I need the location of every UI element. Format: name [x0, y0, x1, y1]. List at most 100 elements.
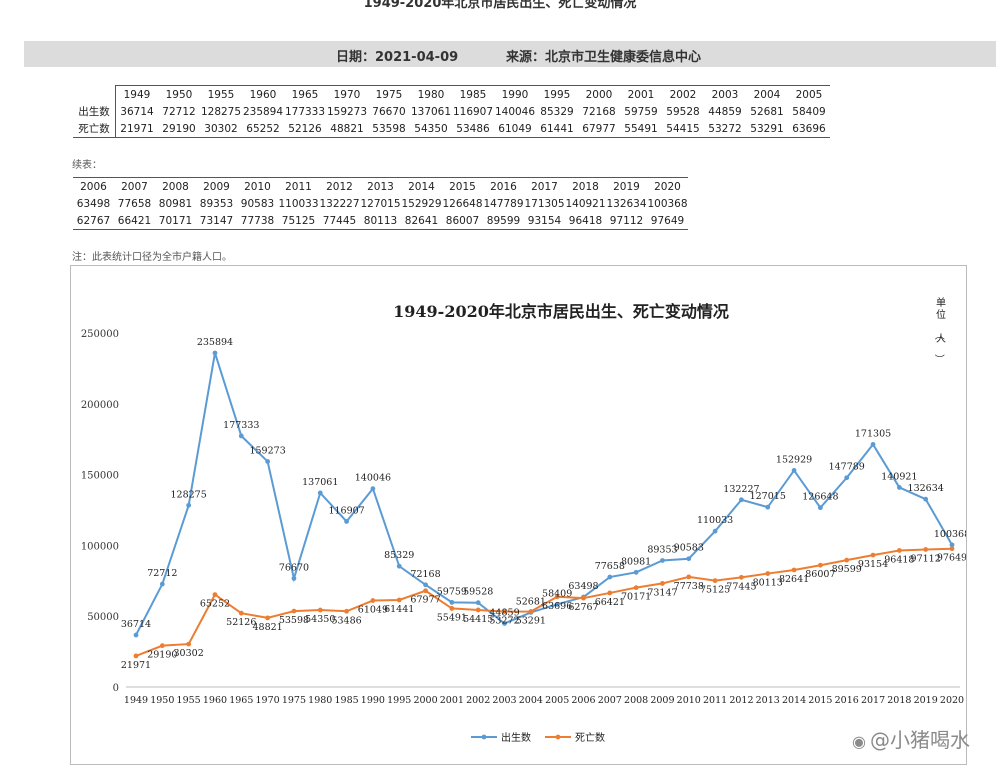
births-cell: 177333: [284, 105, 326, 118]
year-header: 2017: [524, 177, 565, 195]
data-source: 来源：北京市卫生健康委信息中心: [506, 50, 702, 65]
row-label: 出生数: [73, 103, 116, 120]
births-point: [607, 574, 613, 580]
deaths-cell: 67977: [578, 120, 620, 138]
births-data-label: 132227: [723, 484, 759, 495]
deaths-data-label: 21971: [121, 660, 151, 671]
deaths-line: [135, 547, 953, 657]
year-header: 2001: [620, 85, 662, 103]
births-cell: 100368: [647, 197, 688, 210]
chart-svg: 1949-2020年北京市居民出生、死亡变动情况 单位（人） 0 50000 10000…: [81, 297, 970, 744]
deaths-point: [449, 606, 455, 611]
births-cell: 58409: [792, 105, 826, 118]
x-tick-label: 2016: [835, 695, 859, 706]
deaths-point: [896, 548, 902, 553]
births-point: [265, 459, 271, 464]
births-cell: 126648: [442, 197, 483, 210]
births-point: [186, 502, 192, 508]
births-point: [212, 350, 218, 356]
births-cell: 128275: [200, 105, 242, 118]
births-data-label: 85329: [384, 550, 414, 561]
x-tick-label: 1980: [308, 695, 332, 706]
births-cell: 44859: [708, 105, 742, 118]
births-line: [135, 352, 953, 636]
deaths-data-label: 63696: [542, 601, 572, 612]
births-cell: 137061: [410, 105, 452, 118]
births-data-label: 110033: [697, 515, 733, 526]
x-tick-label: 2010: [677, 695, 701, 706]
deaths-cell: 53486: [452, 120, 494, 138]
year-header: 2013: [360, 177, 401, 195]
deaths-point: [660, 581, 665, 586]
deaths-data-label: 82641: [779, 574, 809, 585]
deaths-point: [317, 607, 323, 613]
y-tick-label: 0: [113, 683, 119, 694]
births-point: [502, 621, 507, 626]
year-header: 2002: [662, 85, 704, 103]
deaths-point: [212, 592, 218, 598]
year-header: 2005: [788, 85, 830, 103]
year-header: 1980: [410, 85, 452, 103]
deaths-cell: 75125: [278, 212, 319, 230]
year-header: 1950: [158, 85, 200, 103]
births-data-label: 140921: [881, 471, 917, 482]
legend-births-label: 出生数: [501, 731, 531, 744]
deaths-cell: 97649: [647, 212, 688, 230]
deaths-data-label: 77445: [726, 581, 756, 592]
x-tick-label: 2012: [729, 695, 753, 706]
deaths-cell: 54415: [662, 120, 704, 138]
deaths-point: [870, 552, 876, 558]
deaths-point: [133, 653, 139, 659]
publish-date: 日期：2021-04-09: [336, 50, 459, 65]
deaths-cell: 70171: [155, 212, 196, 230]
births-data-label: 80981: [621, 556, 651, 567]
deaths-cell: 93154: [524, 212, 565, 230]
births-cell: 59528: [666, 105, 700, 118]
births-data-label: 59528: [463, 587, 493, 598]
births-point: [791, 468, 797, 473]
year-header: 1975: [368, 85, 410, 103]
deaths-data-label: 54350: [305, 614, 335, 625]
deaths-data-label: 97112: [911, 553, 941, 564]
deaths-cell: 52126: [284, 120, 326, 138]
deaths-data-label: 89599: [832, 564, 862, 575]
x-tick-label: 1965: [229, 695, 253, 706]
births-cell: 159273: [326, 105, 368, 118]
deaths-data-label: 52126: [226, 617, 256, 628]
deaths-data-label: 65252: [200, 599, 230, 610]
deaths-data-label: 62767: [568, 602, 598, 613]
year-header: 2012: [319, 177, 360, 195]
births-cell: 72712: [162, 105, 196, 118]
deaths-cell: 96418: [565, 212, 606, 230]
births-data-label: 63498: [568, 581, 598, 592]
deaths-cell: 53291: [746, 120, 788, 138]
deaths-point: [159, 643, 165, 649]
table-row: 62767 66421 70171 73147 77738 75125 77445 80113…: [73, 212, 688, 230]
births-point: [554, 601, 560, 607]
year-header: 2007: [114, 177, 155, 195]
x-tick-label: 2019: [914, 695, 938, 706]
x-tick-label: 2014: [782, 695, 806, 706]
deaths-point: [554, 594, 560, 600]
year-header: 2006: [73, 177, 114, 195]
births-point: [317, 490, 323, 496]
deaths-data-label: 77738: [674, 581, 704, 592]
births-data-label: 72712: [147, 568, 177, 579]
weibo-icon: ◉: [852, 732, 866, 751]
births-cell: 132227: [319, 197, 360, 210]
deaths-cell: 80113: [360, 212, 401, 230]
births-cell: 89353: [199, 197, 234, 210]
births-point: [291, 576, 297, 581]
y-tick-label: 200000: [81, 400, 119, 411]
deaths-point: [502, 609, 507, 614]
year-header: 2018: [565, 177, 606, 195]
x-tick-label: 2018: [887, 695, 911, 706]
deaths-point: [265, 615, 271, 621]
deaths-data-label: 53598: [279, 615, 309, 626]
deaths-point: [633, 585, 639, 591]
births-point: [159, 581, 165, 587]
births-data-label: 137061: [302, 477, 338, 488]
y-tick-label: 250000: [81, 329, 119, 340]
deaths-data-label: 75125: [700, 585, 730, 596]
births-data-label: 177333: [223, 420, 259, 431]
